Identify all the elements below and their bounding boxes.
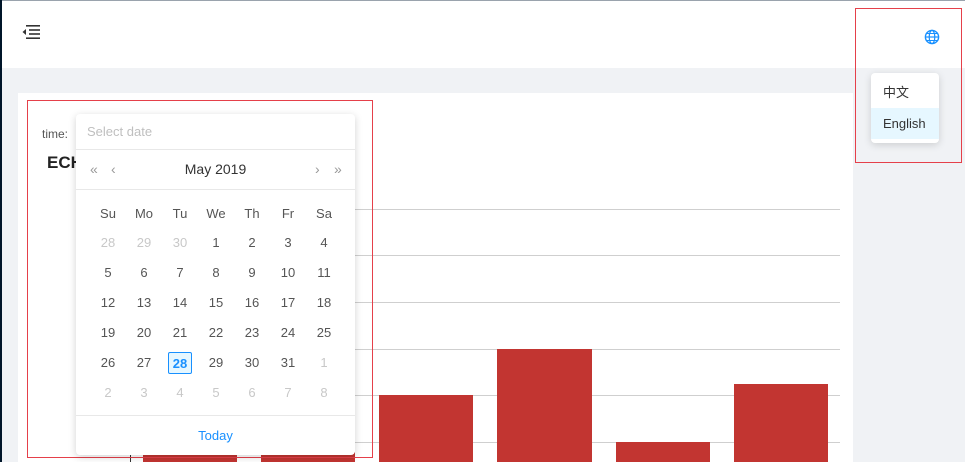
calendar-day[interactable]: 5 (104, 265, 112, 280)
calendar-day[interactable]: 4 (320, 235, 328, 250)
calendar-day[interactable]: 10 (280, 265, 296, 280)
calendar-day[interactable]: 25 (316, 325, 332, 340)
weekday-header: Mo (134, 205, 154, 221)
calendar-day[interactable]: 19 (100, 325, 116, 340)
date-input[interactable]: Select date (76, 114, 355, 150)
calendar-day[interactable]: 16 (244, 295, 260, 310)
calendar-day[interactable]: 23 (244, 325, 260, 340)
next-year-button[interactable]: » (334, 161, 342, 177)
calendar-day[interactable]: 14 (172, 295, 188, 310)
calendar-day[interactable]: 15 (208, 295, 224, 310)
calendar-day[interactable]: 30 (172, 235, 188, 250)
calendar-grid: Su Mo Tu We Th Fr Sa 28 29 30 1 2 3 4 (90, 198, 342, 408)
top-header (2, 4, 965, 68)
chart-gridline (130, 349, 840, 350)
calendar-month-title[interactable]: May 2019 (184, 161, 247, 177)
globe-icon[interactable] (924, 29, 940, 45)
calendar-day[interactable]: 6 (248, 385, 256, 400)
calendar-day[interactable]: 29 (208, 355, 224, 370)
chart-gridline (130, 209, 840, 210)
weekday-header: Tu (172, 205, 188, 221)
chart-gridline (130, 442, 840, 443)
menu-fold-icon[interactable] (22, 24, 40, 40)
chart-bar[interactable] (734, 384, 828, 462)
calendar-day[interactable]: 21 (172, 325, 188, 340)
calendar-day[interactable]: 3 (140, 385, 148, 400)
calendar-day[interactable]: 12 (100, 295, 116, 310)
calendar-day[interactable]: 7 (176, 265, 184, 280)
chart-bar[interactable] (616, 442, 710, 462)
time-label: time: (42, 127, 69, 141)
language-option-chinese[interactable]: 中文 (883, 85, 910, 100)
chart-gridline (130, 302, 840, 303)
weekday-header: Sa (316, 205, 332, 221)
weekday-header: Th (244, 205, 260, 221)
calendar-day[interactable]: 20 (136, 325, 152, 340)
language-option-english[interactable]: English (871, 108, 939, 139)
datepicker-highlight-box (27, 100, 373, 458)
next-month-button[interactable]: › (315, 161, 320, 177)
calendar-day-today[interactable]: 28 (168, 352, 192, 374)
calendar-day[interactable]: 4 (176, 385, 184, 400)
calendar-day[interactable]: 27 (136, 355, 152, 370)
calendar-day[interactable]: 18 (316, 295, 332, 310)
weekday-header: Fr (281, 205, 295, 221)
window-top-border (0, 0, 965, 4)
calendar-day[interactable]: 1 (212, 235, 220, 250)
calendar-day[interactable]: 5 (212, 385, 220, 400)
calendar-day[interactable]: 8 (212, 265, 220, 280)
today-button[interactable]: Today (76, 415, 355, 455)
calendar-day[interactable]: 26 (100, 355, 116, 370)
calendar-header: « ‹ May 2019 › » (76, 150, 355, 190)
weekday-header: We (206, 205, 226, 221)
language-highlight-box (855, 8, 962, 163)
language-dropdown: 中文 English (871, 73, 939, 143)
calendar-day[interactable]: 17 (280, 295, 296, 310)
calendar-day[interactable]: 31 (280, 355, 296, 370)
calendar-day[interactable]: 9 (248, 265, 256, 280)
calendar-day[interactable]: 28 (100, 235, 116, 250)
chart-gridline (130, 395, 840, 396)
calendar-day[interactable]: 7 (284, 385, 292, 400)
calendar-day[interactable]: 2 (248, 235, 256, 250)
calendar-day[interactable]: 22 (208, 325, 224, 340)
calendar-day[interactable]: 30 (244, 355, 260, 370)
calendar-day[interactable]: 8 (320, 385, 328, 400)
chart-bar[interactable] (497, 349, 592, 462)
chart-axis-tick (130, 455, 131, 462)
calendar-day[interactable]: 6 (140, 265, 148, 280)
weekday-header: Su (100, 205, 116, 221)
prev-month-button[interactable]: ‹ (111, 161, 116, 177)
calendar-day[interactable]: 3 (284, 235, 292, 250)
calendar-day[interactable]: 2 (104, 385, 112, 400)
sidebar-edge (0, 0, 2, 462)
calendar-day[interactable]: 13 (136, 295, 152, 310)
calendar-day[interactable]: 29 (136, 235, 152, 250)
datepicker-popup: Select date « ‹ May 2019 › » Su Mo Tu We… (76, 114, 355, 455)
chart-title: ECH (47, 153, 76, 172)
calendar-day[interactable]: 24 (280, 325, 296, 340)
calendar-day[interactable]: 11 (317, 265, 331, 280)
calendar-day[interactable]: 1 (320, 355, 328, 370)
chart-gridline (130, 255, 840, 256)
chart-bar[interactable] (379, 395, 473, 462)
prev-year-button[interactable]: « (90, 161, 98, 177)
